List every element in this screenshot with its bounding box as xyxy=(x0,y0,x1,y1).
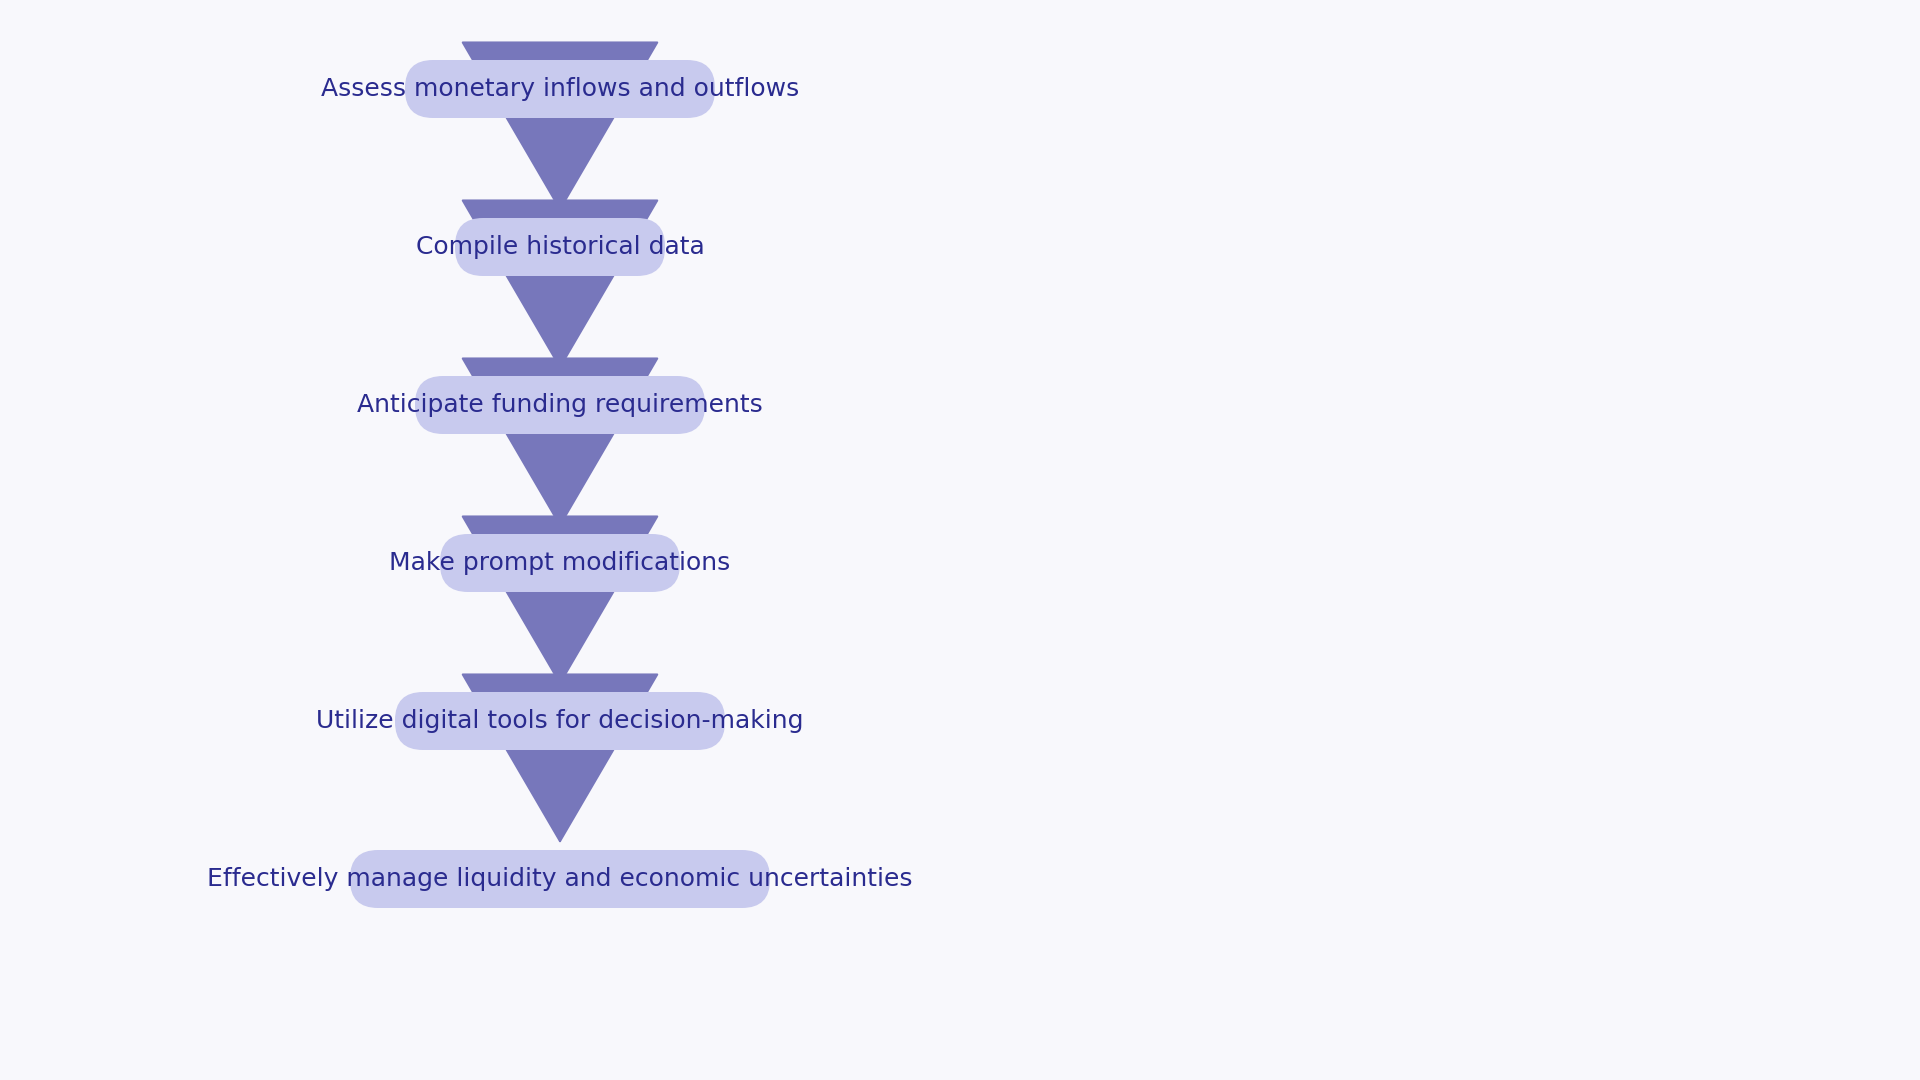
FancyBboxPatch shape xyxy=(455,218,664,276)
Text: Effectively manage liquidity and economic uncertainties: Effectively manage liquidity and economi… xyxy=(207,867,912,891)
FancyBboxPatch shape xyxy=(440,534,680,592)
Text: Anticipate funding requirements: Anticipate funding requirements xyxy=(357,393,762,417)
FancyBboxPatch shape xyxy=(396,692,726,750)
Text: Assess monetary inflows and outflows: Assess monetary inflows and outflows xyxy=(321,77,799,102)
FancyBboxPatch shape xyxy=(415,376,705,434)
Text: Make prompt modifications: Make prompt modifications xyxy=(390,551,732,575)
FancyBboxPatch shape xyxy=(405,60,714,118)
Text: Utilize digital tools for decision-making: Utilize digital tools for decision-makin… xyxy=(317,708,804,733)
FancyBboxPatch shape xyxy=(349,850,770,908)
Text: Compile historical data: Compile historical data xyxy=(415,235,705,259)
